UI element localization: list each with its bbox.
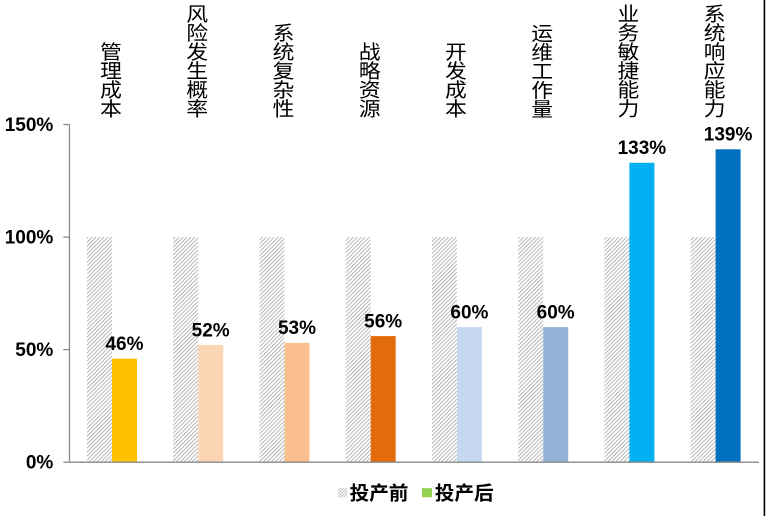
svg-text:52%: 52%: [192, 320, 230, 341]
svg-text:53%: 53%: [278, 318, 316, 339]
svg-text:50%: 50%: [15, 340, 53, 361]
svg-text:56%: 56%: [364, 311, 402, 332]
svg-text:60%: 60%: [450, 302, 488, 323]
svg-text:46%: 46%: [105, 334, 143, 355]
svg-text:133%: 133%: [618, 138, 667, 159]
svg-text:150%: 150%: [5, 115, 54, 136]
svg-text:100%: 100%: [5, 228, 54, 249]
svg-text:139%: 139%: [704, 125, 753, 146]
svg-text:60%: 60%: [537, 302, 575, 323]
svg-text:0%: 0%: [26, 453, 54, 474]
